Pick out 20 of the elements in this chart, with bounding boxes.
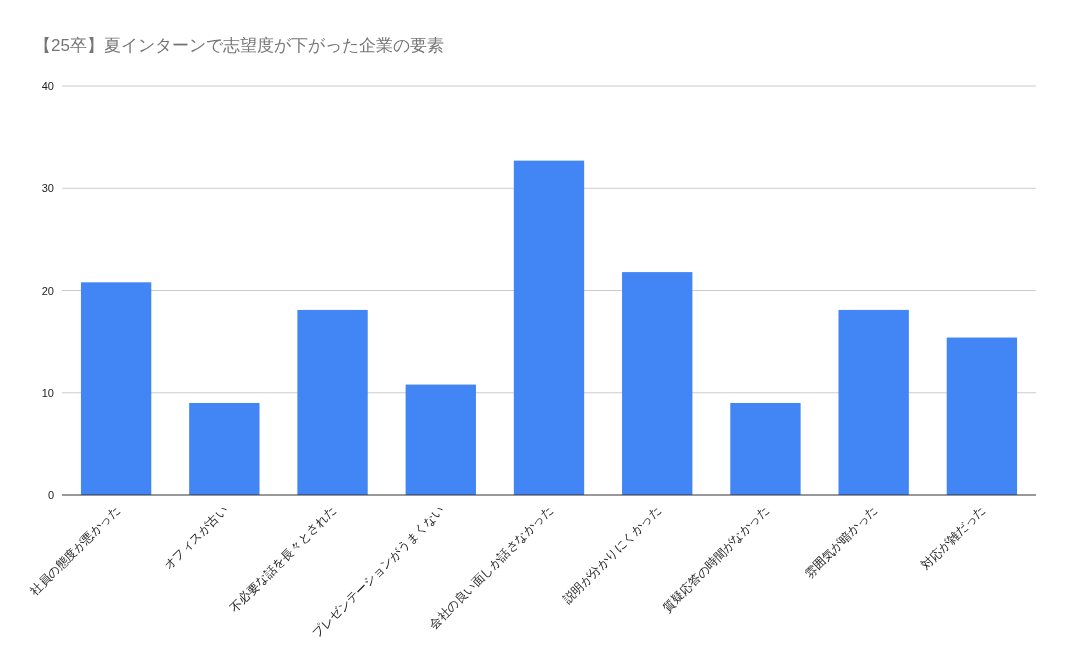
- bar: [405, 384, 476, 495]
- y-tick-label: 30: [41, 182, 54, 195]
- bar: [622, 272, 693, 495]
- bar: [730, 402, 801, 495]
- x-tick-label: 雰囲気が暗かった: [802, 503, 880, 581]
- x-tick-label: 説明が分かりにくかった: [560, 503, 664, 607]
- y-tick-label: 10: [41, 386, 54, 399]
- chart-title: 【25卒】夏インターンで志望度が下がった企業の要素: [34, 36, 444, 55]
- y-tick-label: 0: [47, 489, 54, 501]
- x-tick-label: 対応が雑だった: [918, 503, 989, 573]
- bar: [189, 402, 260, 495]
- x-tick-label: オフィスが古い: [161, 503, 231, 573]
- x-tick-label: 社員の態度が悪かった: [27, 503, 123, 598]
- y-tick-label: 40: [41, 80, 54, 92]
- bar: [946, 337, 1018, 495]
- bar: [297, 309, 368, 495]
- bar: [80, 282, 152, 495]
- bar: [838, 309, 909, 495]
- bar: [513, 160, 585, 495]
- y-tick-label: 20: [41, 284, 54, 297]
